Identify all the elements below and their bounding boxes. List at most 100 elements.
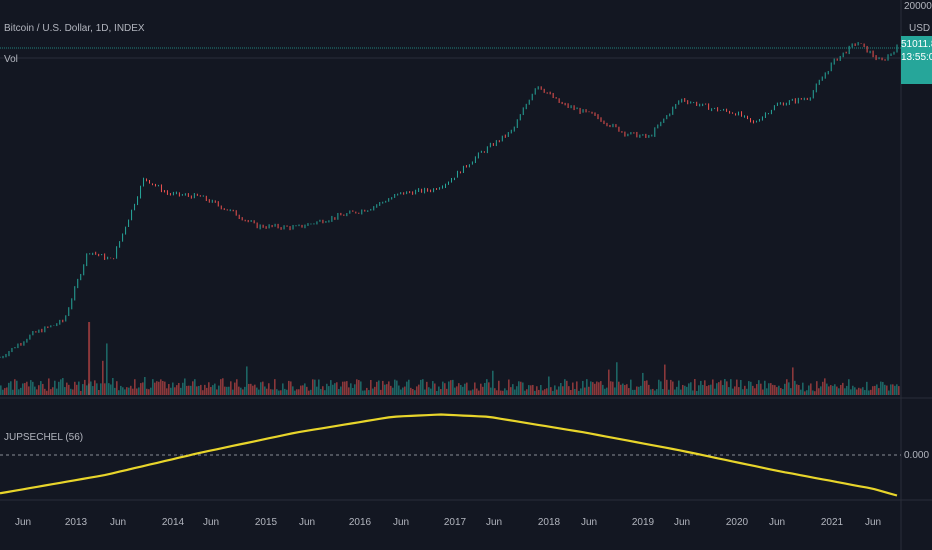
volume-bar [596,381,598,395]
volume-bar [446,388,448,395]
volume-bar [682,384,684,395]
volume-bar [198,385,200,395]
volume-bar [480,383,482,395]
volume-bar [372,388,374,395]
volume-bar [94,380,96,395]
volume-bar [90,381,92,395]
volume-bar [590,381,592,395]
volume-bar [158,381,160,395]
volume-bar [780,388,782,395]
volume-bar [808,385,810,395]
volume-bar [526,389,528,395]
volume-bar [876,384,878,395]
volume-bar [776,387,778,395]
volume-bar [230,381,232,395]
volume-bar [848,379,850,395]
price-candles [0,42,898,359]
volume-bar [766,388,768,395]
volume-bar [336,382,338,395]
volume-bar [122,387,124,395]
volume-bar [4,388,6,395]
volume-bar [380,389,382,395]
volume-bar [462,386,464,395]
volume-bar [224,386,226,395]
volume-bar [160,379,162,395]
volume-bar [242,389,244,395]
indicator-line [0,413,898,497]
volume-bar [354,384,356,395]
volume-bar [852,385,854,395]
volume-bar [328,386,330,395]
volume-bar [278,390,280,395]
volume-bar [304,383,306,395]
volume-bar [308,390,310,395]
time-axis[interactable]: Jun 2013 Jun 2014 Jun 2015 Jun 2016 Jun 2017 Jun 20… [15,517,881,528]
volume-label[interactable]: Vol [4,54,18,65]
volume-bar [56,388,58,395]
volume-bar [836,386,838,395]
symbol-title[interactable]: Bitcoin / U.S. Dollar, 1D, INDEX [4,23,145,34]
volume-bar [432,381,434,395]
time-axis-label: 2013 [65,517,88,528]
volume-bar [412,389,414,395]
volume-bar [872,386,874,395]
volume-bar [656,389,658,395]
indicator-title[interactable]: JUPSECHEL (56) [4,432,83,443]
volume-bar [544,389,546,395]
volume-bar [228,386,230,395]
volume-bar [8,382,10,395]
volume-bar [74,381,76,395]
time-axis-label: Jun [15,517,31,528]
volume-bar [52,387,54,395]
time-axis-label: 2014 [162,517,185,528]
volume-bar [560,382,562,395]
volume-bar [106,343,108,395]
volume-bar [784,383,786,395]
volume-bar [146,388,148,395]
time-axis-label: Jun [299,517,315,528]
volume-bar [732,388,734,395]
volume-bar [494,388,496,395]
volume-bar [764,380,766,395]
volume-bar [530,385,532,395]
volume-bar [756,384,758,395]
volume-bar [460,384,462,395]
volume-bar [408,379,410,395]
volume-bar [214,383,216,395]
volume-bar [208,382,210,395]
volume-bar [670,379,672,395]
volume-bar [406,381,408,395]
volume-bar [264,386,266,395]
volume-bar [552,390,554,395]
volume-bar [744,385,746,395]
volume-bar [36,389,38,395]
volume-bar [452,379,454,395]
volume-bar [690,382,692,395]
time-axis-label: 2018 [538,517,561,528]
volume-bar [16,380,18,395]
volume-bar [694,379,696,395]
volume-bar [394,379,396,395]
volume-bar [386,384,388,395]
volume-bar [830,385,832,395]
volume-bar [854,387,856,395]
volume-bar [330,380,332,395]
volume-bar [742,389,744,395]
volume-bar [324,390,326,395]
volume-bar [40,381,42,395]
volume-bar [252,385,254,395]
volume-bar [482,386,484,395]
volume-bar [886,385,888,395]
time-axis-label: 2017 [444,517,467,528]
volume-bar [24,383,26,395]
volume-bar [168,384,170,395]
volume-bar [506,390,508,395]
volume-bar [892,384,894,395]
volume-bar [478,390,480,395]
volume-bar [600,381,602,395]
volume-bar [374,386,376,395]
volume-bar [70,388,72,395]
volume-bar [30,380,32,395]
volume-bar [840,384,842,395]
